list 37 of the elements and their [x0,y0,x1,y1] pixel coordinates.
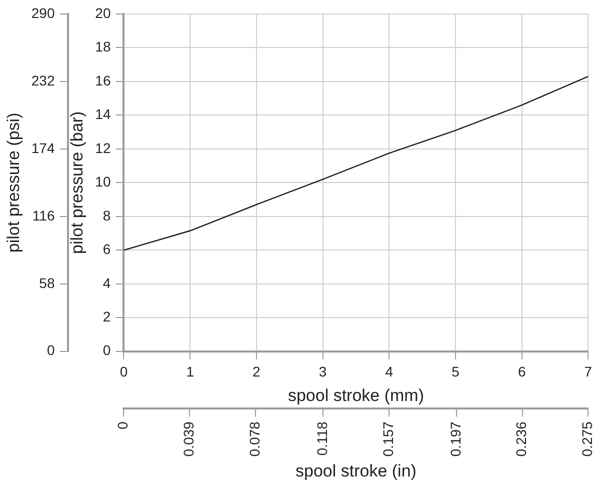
y2-tick-label: 232 [31,72,55,88]
x2-tick-label: 0.078 [246,421,262,457]
x-tick-label: 7 [584,364,592,380]
y-tick-label: 12 [95,140,111,156]
x-tick-label: 5 [452,364,460,380]
y-tick-label: 2 [102,308,111,324]
y-tick-label: 10 [95,174,111,190]
x-tick-label: 0 [120,364,128,380]
x2-tick-label: 0.275 [579,421,596,457]
x2-tick-label: 0.236 [513,421,530,457]
x2-tick-label: 0 [114,421,131,430]
y2-tick-label: 116 [32,207,55,224]
y2-axis-title: pilot pressure (psi) [4,112,23,253]
y-tick-label: 18 [95,38,111,55]
x2-tick-label: 0.039 [180,421,196,457]
y-tick-label: 4 [102,274,111,291]
y2-tick-label: 0 [46,342,55,358]
y-tick-label: 0 [102,342,111,358]
y2-tick-label: 290 [31,4,55,21]
x2-axis-title: spool stroke (in) [295,461,416,480]
x-tick-label: 6 [518,364,526,380]
x2-tick-label: 0.197 [447,421,464,457]
y-tick-label: 8 [102,207,111,224]
y2-tick-label: 58 [39,274,55,291]
y-tick-label: 6 [102,241,111,258]
x2-tick-label: 0.157 [380,421,396,457]
x-axis-title: spool stroke (mm) [288,386,424,406]
x-tick-label: 1 [186,364,194,380]
x-tick-label: 2 [252,364,261,380]
x-tick-label: 3 [318,364,327,380]
x2-tick-label: 0.118 [314,421,330,456]
y-axis-title: pilot pressure (bar) [68,111,87,254]
y-tick-label: 20 [95,4,111,21]
y2-tick-label: 174 [31,140,55,156]
x-tick-label: 4 [385,364,394,380]
y-tick-label: 16 [95,72,111,88]
y-tick-label: 14 [95,106,111,122]
